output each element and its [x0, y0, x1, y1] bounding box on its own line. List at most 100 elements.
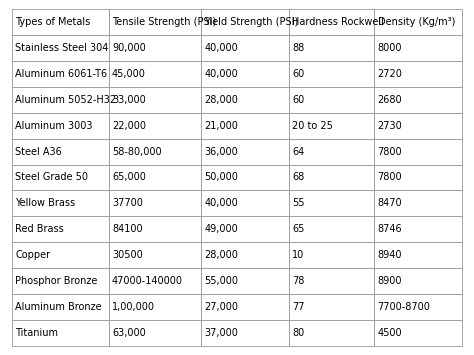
Bar [201, 191, 289, 217]
Text: 37,000: 37,000 [204, 328, 238, 338]
Bar [201, 164, 289, 191]
Bar [374, 9, 462, 35]
Text: Hardness Rockwell: Hardness Rockwell [292, 17, 384, 27]
Text: 2720: 2720 [378, 69, 402, 79]
Text: 47000-140000: 47000-140000 [112, 276, 183, 286]
Text: 7800: 7800 [378, 173, 402, 182]
Bar [12, 217, 109, 242]
Bar [12, 320, 109, 346]
Text: Aluminum Bronze: Aluminum Bronze [15, 302, 102, 312]
Text: Red Brass: Red Brass [15, 224, 64, 234]
Text: 8940: 8940 [378, 250, 402, 260]
Bar [109, 9, 201, 35]
Text: 8470: 8470 [378, 198, 402, 208]
Bar [12, 87, 109, 113]
Text: 68: 68 [292, 173, 304, 182]
Bar [109, 35, 201, 61]
Bar [201, 138, 289, 164]
Text: 8000: 8000 [378, 43, 402, 53]
Text: 28,000: 28,000 [204, 95, 238, 105]
Text: 84100: 84100 [112, 224, 143, 234]
Text: 7700-8700: 7700-8700 [378, 302, 430, 312]
Text: 55,000: 55,000 [204, 276, 238, 286]
Bar [109, 61, 201, 87]
Text: 77: 77 [292, 302, 305, 312]
Text: 90,000: 90,000 [112, 43, 146, 53]
Bar [12, 113, 109, 138]
Text: 2680: 2680 [378, 95, 402, 105]
Bar [289, 35, 374, 61]
Bar [12, 138, 109, 164]
Text: Density (Kg/m³): Density (Kg/m³) [378, 17, 455, 27]
Bar [109, 138, 201, 164]
Bar [289, 191, 374, 217]
Bar [289, 294, 374, 320]
Text: Tensile Strength (PSI): Tensile Strength (PSI) [112, 17, 216, 27]
Bar [374, 164, 462, 191]
Text: Steel A36: Steel A36 [15, 147, 62, 157]
Bar [374, 294, 462, 320]
Text: Yellow Brass: Yellow Brass [15, 198, 75, 208]
Bar [374, 268, 462, 294]
Bar [289, 9, 374, 35]
Bar [374, 61, 462, 87]
Text: 63,000: 63,000 [112, 328, 146, 338]
Bar [109, 87, 201, 113]
Bar [201, 9, 289, 35]
Bar [12, 9, 109, 35]
Bar [374, 191, 462, 217]
Text: Titanium: Titanium [15, 328, 58, 338]
Text: 58-80,000: 58-80,000 [112, 147, 162, 157]
Bar [374, 242, 462, 268]
Bar [201, 61, 289, 87]
Bar [289, 87, 374, 113]
Text: 80: 80 [292, 328, 304, 338]
Text: 20 to 25: 20 to 25 [292, 121, 333, 131]
Text: 45,000: 45,000 [112, 69, 146, 79]
Text: 22,000: 22,000 [112, 121, 146, 131]
Bar [109, 294, 201, 320]
Text: 33,000: 33,000 [112, 95, 146, 105]
Bar [109, 113, 201, 138]
Text: 88: 88 [292, 43, 304, 53]
Bar [289, 138, 374, 164]
Text: 40,000: 40,000 [204, 43, 238, 53]
Text: Yield Strength (PSI): Yield Strength (PSI) [204, 17, 299, 27]
Bar [109, 320, 201, 346]
Text: 49,000: 49,000 [204, 224, 238, 234]
Bar [12, 191, 109, 217]
Bar [12, 35, 109, 61]
Text: Aluminum 5052-H32: Aluminum 5052-H32 [15, 95, 116, 105]
Bar [201, 294, 289, 320]
Text: Steel Grade 50: Steel Grade 50 [15, 173, 88, 182]
Bar [289, 61, 374, 87]
Bar [201, 87, 289, 113]
Bar [289, 320, 374, 346]
Bar [109, 242, 201, 268]
Text: 7800: 7800 [378, 147, 402, 157]
Bar [201, 320, 289, 346]
Text: 60: 60 [292, 69, 304, 79]
Bar [12, 61, 109, 87]
Bar [374, 35, 462, 61]
Bar [374, 320, 462, 346]
Bar [109, 268, 201, 294]
Bar [201, 113, 289, 138]
Bar [201, 35, 289, 61]
Text: Phosphor Bronze: Phosphor Bronze [15, 276, 98, 286]
Bar [289, 268, 374, 294]
Text: 65,000: 65,000 [112, 173, 146, 182]
Text: 65: 65 [292, 224, 304, 234]
Text: 60: 60 [292, 95, 304, 105]
Text: 21,000: 21,000 [204, 121, 238, 131]
Bar [289, 242, 374, 268]
Bar [374, 87, 462, 113]
Bar [109, 191, 201, 217]
Text: Aluminum 6061-T6: Aluminum 6061-T6 [15, 69, 107, 79]
Bar [12, 164, 109, 191]
Bar [374, 138, 462, 164]
Bar [12, 268, 109, 294]
Bar [289, 164, 374, 191]
Text: 37700: 37700 [112, 198, 143, 208]
Bar [201, 242, 289, 268]
